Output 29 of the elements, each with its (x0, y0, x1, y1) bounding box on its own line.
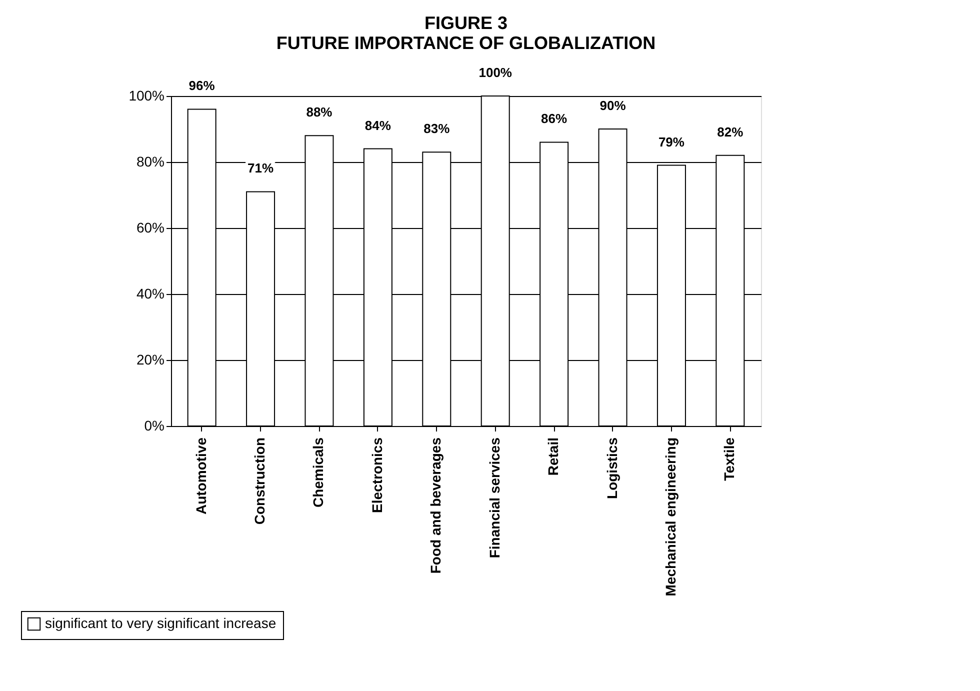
data-label: 88% (306, 104, 333, 120)
y-tick-label: 0% (144, 418, 164, 434)
data-label: 86% (541, 111, 568, 126)
x-tick-label: Automotive (192, 437, 209, 514)
data-label: 71% (248, 160, 274, 176)
data-label: 90% (600, 98, 626, 113)
y-tick-label: 80% (136, 154, 164, 170)
legend-label: significant to very significant increase (45, 615, 276, 631)
data-label: 83% (424, 121, 450, 136)
x-tick-label: Logistics (604, 437, 620, 499)
y-tick-label: 40% (136, 286, 164, 302)
x-tick-label: Construction (252, 438, 268, 525)
data-label: 96% (188, 78, 216, 94)
data-label: 84% (364, 118, 392, 133)
y-tick-label: 20% (136, 352, 164, 368)
y-tick-label: 60% (136, 220, 164, 236)
x-tick-label: Electronics (368, 437, 385, 513)
y-tick-label: 100% (128, 88, 164, 104)
text: FIGURE 3 (424, 13, 508, 33)
x-tick-label: Mechanical engineering (662, 438, 678, 596)
data-label: 100% (478, 65, 512, 80)
x-tick-label: Textile (721, 437, 738, 481)
x-tick-label: Chemicals (310, 437, 326, 508)
x-tick-label: Retail (545, 438, 562, 476)
x-tick-label: Food and beverages (428, 437, 444, 574)
text: FUTURE IMPORTANCE OF GLOBALIZATION (276, 33, 656, 53)
x-tick-label: Financial services (486, 437, 502, 558)
data-label: 82% (717, 124, 744, 140)
data-label: 79% (658, 134, 685, 150)
